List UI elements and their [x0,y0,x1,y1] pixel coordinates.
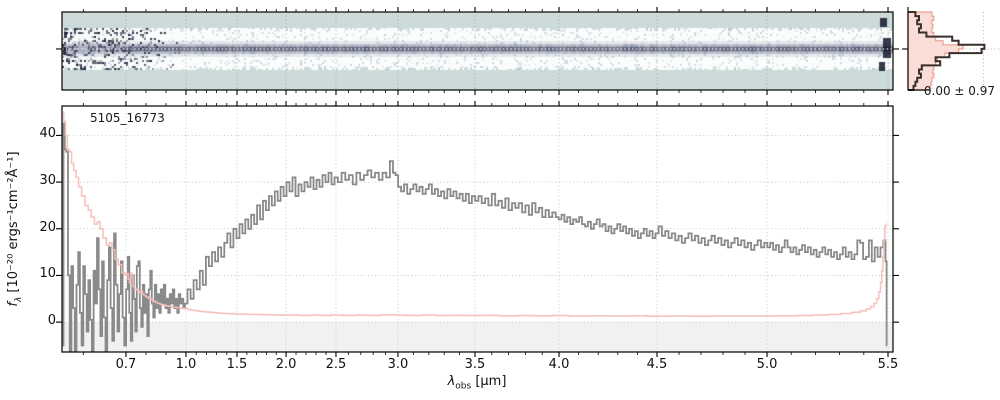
x-axis-units: [μm] [471,374,506,389]
y-tick-label: 20 [20,220,56,235]
x-tick-label: 4.5 [635,357,679,372]
x-tick-label: 1.0 [164,357,208,372]
x-tick-label: 5.0 [745,357,789,372]
x-tick-label: 0.7 [104,357,148,372]
source-id-label: 5105_16773 [90,111,165,125]
x-tick-label: 2.5 [314,357,358,372]
x-tick-label: 3.0 [376,357,420,372]
y-tick-label: 0 [20,313,56,328]
x-tick-label: 1.5 [215,357,259,372]
lambda-symbol: λ [448,374,456,389]
spectrum-line [63,124,887,353]
noise-stats-label: 0.00 ± 0.97 [924,84,995,98]
figure-svg [0,0,1000,400]
y-tick-label: 40 [20,126,56,141]
y-tick-label: 10 [20,266,56,281]
y-tick-label: 30 [20,173,56,188]
x-tick-label: 2.0 [264,357,308,372]
below-zero-band [62,322,893,352]
image2d-overlays [62,12,893,90]
noise-histogram [908,12,999,90]
x-axis-label: λobs [μm] [448,374,507,392]
error-line [63,112,886,316]
x-tick-label: 4.0 [537,357,581,372]
x-tick-label: 5.5 [866,357,910,372]
x-tick-label: 3.5 [453,357,497,372]
flux-symbol: f [6,302,21,307]
y-axis-label-subscript: λ [14,297,24,302]
x-axis-label-subscript: obs [455,382,471,392]
spectrum-figure: 5105_16773 0.00 ± 0.97 λobs [μm] fλ [10⁻… [0,0,1000,400]
y-axis-units: [10⁻²⁰ ergs⁻¹cm⁻²Å⁻¹] [6,151,21,296]
